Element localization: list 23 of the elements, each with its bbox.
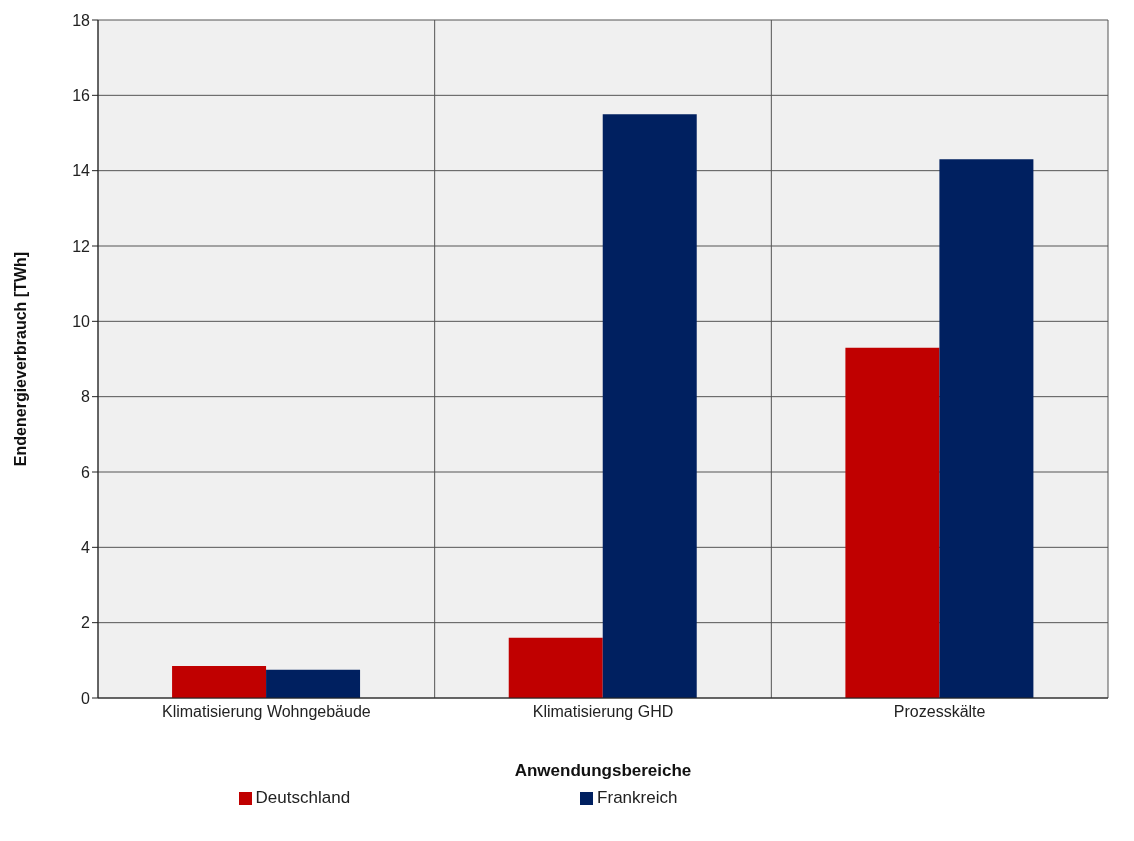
y-tick-label: 10 xyxy=(72,313,91,331)
y-tick-label: 0 xyxy=(81,689,91,707)
x-tick-label: Klimatisierung Wohngebäude xyxy=(161,703,371,721)
y-tick-label: 4 xyxy=(81,539,91,557)
legend-label: Frankreich xyxy=(597,788,678,807)
bar xyxy=(508,637,603,698)
y-tick-label: 12 xyxy=(72,237,91,255)
y-tick-label: 2 xyxy=(81,614,91,632)
bar xyxy=(845,347,940,698)
y-tick-label: 18 xyxy=(72,11,91,29)
x-tick-label: Klimatisierung GHD xyxy=(532,703,674,721)
y-tick-label: 8 xyxy=(81,388,91,406)
y-tick-label: 16 xyxy=(72,87,91,105)
bar xyxy=(939,159,1034,698)
legend-label: Deutschland xyxy=(255,788,351,807)
bar xyxy=(266,669,361,698)
bar xyxy=(172,665,267,698)
y-axis-title: Endenergieverbrauch [TWh] xyxy=(11,251,29,467)
x-tick-label: Prozesskälte xyxy=(893,703,986,721)
x-axis-title: Anwendungsbereiche xyxy=(514,761,692,780)
bar xyxy=(602,114,697,698)
y-tick-label: 6 xyxy=(81,463,91,481)
y-tick-label: 14 xyxy=(72,162,91,180)
